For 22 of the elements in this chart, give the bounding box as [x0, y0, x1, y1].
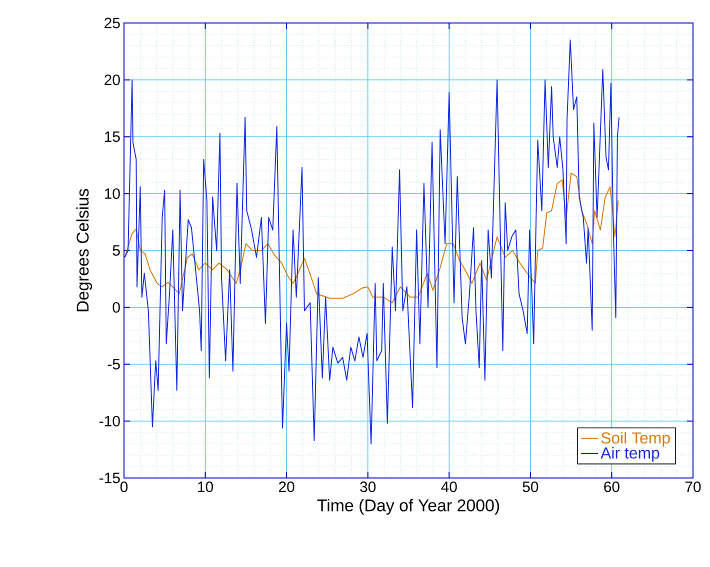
y-tick-label: 10 — [105, 188, 120, 199]
y-tick-label: 15 — [105, 132, 120, 142]
y-tick-label: -15 — [100, 472, 120, 484]
x-tick-label: 50 — [522, 482, 538, 492]
x-tick-label: 70 — [685, 482, 701, 492]
y-tick-label: -5 — [108, 359, 120, 370]
y-tick-label: 5 — [112, 245, 120, 256]
y-tick-label: 0 — [112, 302, 120, 313]
x-tick-label: 20 — [279, 482, 294, 492]
x-tick-label: 40 — [441, 482, 457, 492]
x-tick-label: 60 — [604, 482, 620, 492]
x-tick-label: 0 — [120, 482, 128, 492]
y-tick-label: 25 — [104, 18, 120, 28]
x-axis-title: Time (Day of Year 2000) — [317, 498, 500, 515]
y-tick-label: -10 — [100, 416, 120, 426]
line-series — [124, 172, 619, 304]
legend-label: Air temp — [600, 446, 660, 462]
x-tick-label: 30 — [360, 482, 376, 492]
y-tick-label: 20 — [104, 74, 120, 86]
y-axis-title: Degrees Celsius — [76, 189, 92, 312]
legend-label: Soil Temp — [601, 432, 670, 447]
x-tick-label: 10 — [198, 482, 213, 492]
